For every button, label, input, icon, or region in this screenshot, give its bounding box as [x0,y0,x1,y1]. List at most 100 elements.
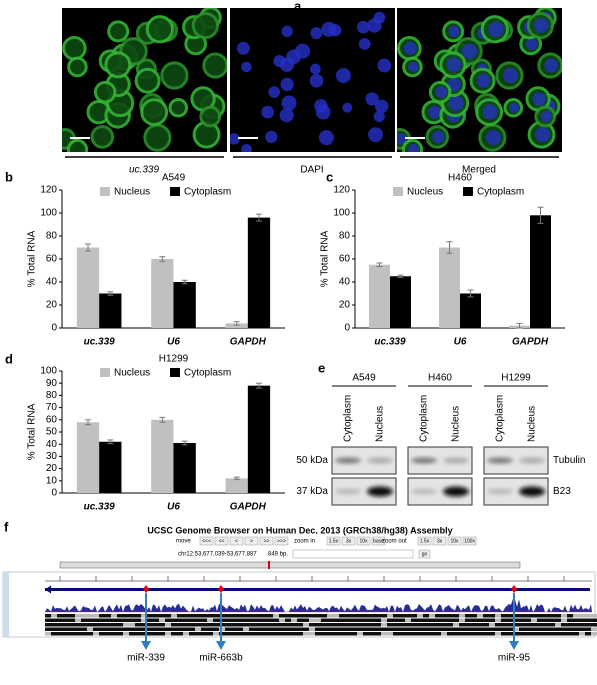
chart-title: H1299 [159,354,189,365]
button[interactable] [259,536,274,546]
alignment [465,614,471,618]
alignment [387,623,393,627]
alignment [585,632,591,636]
alignment [303,623,309,627]
alignment [513,632,519,636]
bar [99,293,122,328]
button[interactable] [326,536,341,546]
y-tick-label: 70 [46,402,58,413]
cell [191,11,220,40]
alignment [423,618,429,622]
nucleus [281,25,293,38]
bar [439,247,460,328]
alignment [93,618,99,622]
alignment [477,627,483,631]
button[interactable] [447,536,462,546]
alignment [279,618,285,622]
alignment [375,627,381,631]
mirna-label: miR-95 [498,653,531,664]
lane-label: Nucleus [375,406,386,442]
alignment [75,618,81,622]
go-button[interactable] [418,549,431,559]
button[interactable] [274,536,289,546]
alignment [417,614,423,618]
button[interactable] [356,536,371,546]
error-bar [159,256,166,262]
alignment [327,627,333,631]
alignment [225,623,231,627]
alignment [573,627,579,631]
alignment [273,618,279,622]
position-input[interactable] [292,549,414,559]
alignment [177,627,183,631]
y-tick-label: 60 [46,254,58,265]
legend-label: Nucleus [114,368,150,379]
alignment [135,618,141,622]
button[interactable] [341,536,356,546]
alignment [87,627,93,631]
button[interactable] [229,536,244,546]
alignment [45,627,51,631]
alignment [501,618,507,622]
button[interactable] [371,536,386,546]
alignment [291,618,297,622]
button[interactable] [417,536,432,546]
band [487,488,513,495]
alignment [75,627,81,631]
alignment [537,623,543,627]
nucleus [309,73,324,88]
alignment [213,627,219,631]
button-label: base [373,538,384,544]
alignment [339,618,345,622]
button[interactable] [214,536,229,546]
alignment [279,632,285,636]
image-label: Merged [462,165,496,176]
alignment [543,614,549,618]
alignment [465,618,471,622]
alignment [117,632,123,636]
alignment [123,623,129,627]
button-label: >>> [277,538,286,544]
alignment [171,627,177,631]
alignment [345,627,351,631]
alignment [159,623,165,627]
alignment [327,614,333,618]
alignment [513,614,519,618]
alignment [357,632,363,636]
alignment [129,627,135,631]
alignment [195,614,201,618]
alignment [525,618,531,622]
alignment [135,632,141,636]
alignment [123,618,129,622]
button[interactable] [244,536,259,546]
alignment [339,632,345,636]
bar [173,442,196,493]
alignment [405,618,411,622]
alignment [555,627,561,631]
y-tick-label: 0 [51,323,57,334]
alignment [285,632,291,636]
alignment [429,614,435,618]
button[interactable] [432,536,447,546]
button[interactable] [199,536,214,546]
x-tick-label: U6 [167,502,180,513]
alignment [303,614,309,618]
alignment [261,627,267,631]
error-bar [181,279,188,285]
alignment [441,614,447,618]
alignment [135,627,141,631]
y-tick-label: 60 [339,254,351,265]
button[interactable] [462,536,477,546]
alignment [57,627,63,631]
alignment [417,618,423,622]
nucleus [448,25,460,38]
alignment [567,614,573,618]
alignment [579,627,585,631]
nucleus [435,86,448,99]
alignment [195,623,201,627]
alignment [417,623,423,627]
y-tick-label: 40 [46,439,58,450]
alignment [135,614,141,618]
browser-panel [2,571,596,638]
x-tick-label: uc.339 [374,337,406,348]
